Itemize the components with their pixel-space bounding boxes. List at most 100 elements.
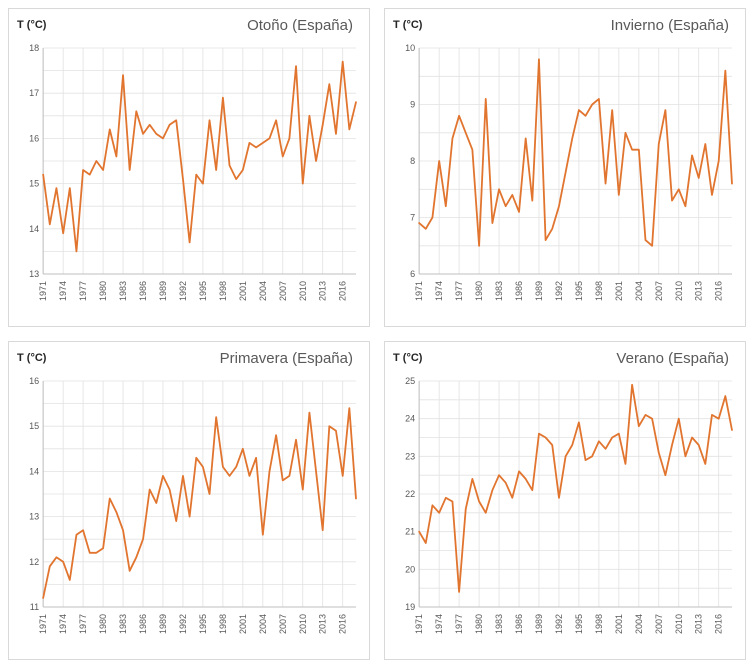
svg-text:2013: 2013	[318, 614, 328, 634]
y-axis-unit-label: T (°C)	[393, 352, 423, 364]
svg-text:1986: 1986	[138, 281, 148, 301]
svg-text:2016: 2016	[714, 281, 724, 301]
svg-text:1971: 1971	[38, 614, 48, 634]
svg-text:1983: 1983	[494, 614, 504, 634]
svg-text:1971: 1971	[414, 614, 424, 634]
svg-text:1980: 1980	[98, 614, 108, 634]
y-axis-unit-label: T (°C)	[17, 19, 47, 31]
svg-text:2010: 2010	[298, 281, 308, 301]
svg-text:1998: 1998	[594, 614, 604, 634]
svg-text:1989: 1989	[534, 281, 544, 301]
svg-text:1986: 1986	[138, 614, 148, 634]
svg-text:2004: 2004	[258, 281, 268, 301]
chart-title-verano: Verano (España)	[616, 350, 729, 367]
svg-text:13: 13	[29, 512, 39, 522]
charts-grid: T (°C) Otoño (España) 13 14 15 16 17 18 1971 19…	[8, 8, 746, 660]
line-chart-otono: 13 14 15 16 17 18 1971 1974 1977 1980 1983 1986 1989…	[29, 43, 357, 301]
svg-text:15: 15	[29, 421, 39, 431]
svg-text:6: 6	[410, 269, 415, 279]
svg-text:24: 24	[405, 414, 415, 424]
svg-text:1998: 1998	[218, 281, 228, 301]
chart-header: T (°C) Verano (España)	[393, 350, 735, 367]
svg-text:7: 7	[410, 213, 415, 223]
svg-text:2007: 2007	[654, 281, 664, 301]
svg-text:1974: 1974	[434, 281, 444, 301]
svg-text:25: 25	[405, 376, 415, 386]
y-axis-unit-label: T (°C)	[393, 19, 423, 31]
svg-text:2004: 2004	[258, 614, 268, 634]
svg-text:9: 9	[410, 100, 415, 110]
svg-text:2016: 2016	[714, 614, 724, 634]
svg-text:2016: 2016	[338, 614, 348, 634]
svg-text:1983: 1983	[118, 281, 128, 301]
svg-text:17: 17	[29, 88, 39, 98]
svg-text:1992: 1992	[178, 614, 188, 634]
svg-text:2001: 2001	[238, 281, 248, 301]
svg-text:2007: 2007	[278, 614, 288, 634]
svg-text:18: 18	[29, 43, 39, 53]
svg-text:1977: 1977	[78, 614, 88, 634]
svg-text:2013: 2013	[694, 614, 704, 634]
svg-text:2004: 2004	[634, 614, 644, 634]
line-chart-verano: 19 20 21 22 23 24 25 1971 1974 1977 1980 1983 1986 19…	[405, 376, 733, 634]
chart-header: T (°C) Primavera (España)	[17, 350, 359, 367]
svg-text:2010: 2010	[674, 281, 684, 301]
svg-text:1977: 1977	[454, 281, 464, 301]
chart-header: T (°C) Invierno (España)	[393, 17, 735, 34]
svg-text:16: 16	[29, 376, 39, 386]
svg-text:2010: 2010	[674, 614, 684, 634]
svg-text:13: 13	[29, 269, 39, 279]
chart-card-invierno: T (°C) Invierno (España) 6 7 8 9 10 1971 1974 1…	[384, 8, 746, 327]
svg-text:1983: 1983	[118, 614, 128, 634]
svg-text:1992: 1992	[554, 281, 564, 301]
svg-text:1992: 1992	[554, 614, 564, 634]
svg-text:1980: 1980	[474, 614, 484, 634]
svg-text:2013: 2013	[694, 281, 704, 301]
svg-text:1998: 1998	[218, 614, 228, 634]
svg-text:1998: 1998	[594, 281, 604, 301]
svg-text:2013: 2013	[318, 281, 328, 301]
svg-text:20: 20	[405, 564, 415, 574]
svg-text:19: 19	[405, 602, 415, 612]
svg-text:14: 14	[29, 466, 39, 476]
svg-text:1989: 1989	[158, 281, 168, 301]
svg-text:2004: 2004	[634, 281, 644, 301]
svg-text:8: 8	[410, 156, 415, 166]
svg-text:1989: 1989	[534, 614, 544, 634]
svg-text:1974: 1974	[58, 614, 68, 634]
svg-text:14: 14	[29, 224, 39, 234]
line-chart-primavera: 11 12 13 14 15 16 1971 1974 1977 1980 1983 1986 1989…	[29, 376, 357, 634]
svg-text:1974: 1974	[58, 281, 68, 301]
svg-text:1989: 1989	[158, 614, 168, 634]
chart-title-otono: Otoño (España)	[247, 17, 353, 34]
chart-header: T (°C) Otoño (España)	[17, 17, 359, 34]
svg-text:2010: 2010	[298, 614, 308, 634]
chart-title-invierno: Invierno (España)	[610, 17, 729, 34]
svg-text:21: 21	[405, 527, 415, 537]
svg-text:22: 22	[405, 489, 415, 499]
svg-text:1986: 1986	[514, 281, 524, 301]
svg-text:1974: 1974	[434, 614, 444, 634]
svg-text:2007: 2007	[654, 614, 664, 634]
svg-text:15: 15	[29, 179, 39, 189]
svg-text:11: 11	[30, 602, 39, 612]
svg-text:1986: 1986	[514, 614, 524, 634]
svg-text:1977: 1977	[78, 281, 88, 301]
svg-text:1995: 1995	[574, 281, 584, 301]
svg-text:1995: 1995	[574, 614, 584, 634]
svg-text:2001: 2001	[238, 614, 248, 634]
chart-card-verano: T (°C) Verano (España) 19 20 21 22 23 24 25 197…	[384, 341, 746, 660]
svg-text:1983: 1983	[494, 281, 504, 301]
svg-text:1995: 1995	[198, 614, 208, 634]
svg-text:2001: 2001	[614, 281, 624, 301]
y-axis-unit-label: T (°C)	[17, 352, 47, 364]
svg-text:2016: 2016	[338, 281, 348, 301]
svg-text:1992: 1992	[178, 281, 188, 301]
svg-text:23: 23	[405, 451, 415, 461]
svg-text:1971: 1971	[38, 281, 48, 301]
line-chart-invierno: 6 7 8 9 10 1971 1974 1977 1980 1983 1986 1989 1992 19…	[405, 43, 733, 301]
svg-text:10: 10	[405, 43, 415, 53]
svg-text:12: 12	[29, 557, 39, 567]
svg-text:16: 16	[29, 133, 39, 143]
